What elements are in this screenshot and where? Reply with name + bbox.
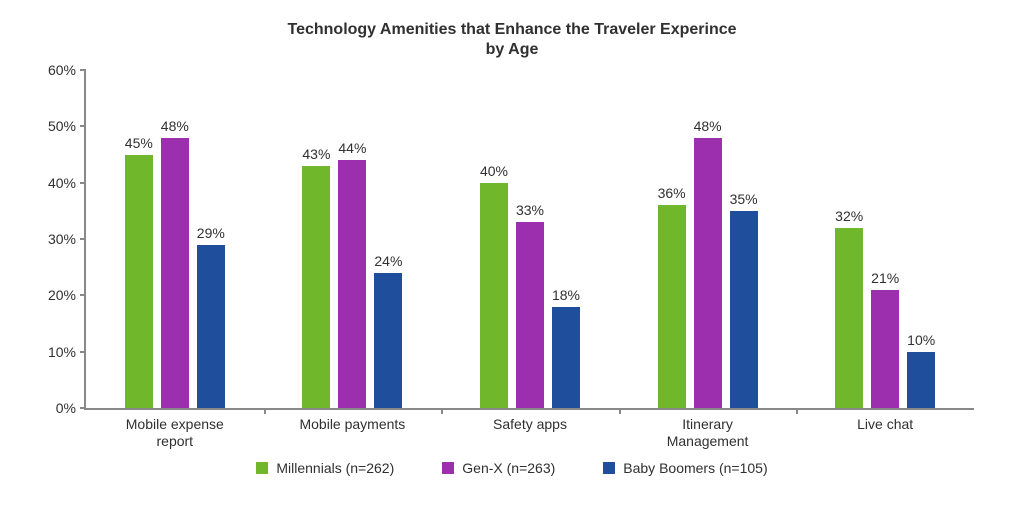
legend-label: Baby Boomers (n=105) [623,460,767,476]
bar-value-label: 35% [730,191,758,207]
bar-value-label: 40% [480,163,508,179]
bar-value-label: 48% [694,118,722,134]
bar: 35% [730,211,758,408]
bar: 48% [694,138,722,408]
x-tick [796,408,798,414]
legend-swatch [256,462,268,474]
bar: 40% [480,183,508,408]
bar-value-label: 32% [835,208,863,224]
bar-value-label: 24% [374,253,402,269]
bar: 18% [552,307,580,408]
bar-value-label: 33% [516,202,544,218]
bar: 10% [907,352,935,408]
category-label: Live chat [796,416,974,433]
legend-item: Baby Boomers (n=105) [603,460,767,476]
bar-group: 36%48%35%ItineraryManagement [619,70,797,408]
y-tick [80,294,86,296]
bar: 24% [374,273,402,408]
bar: 32% [835,228,863,408]
y-tick [80,125,86,127]
bar-value-label: 43% [302,146,330,162]
legend-item: Millennials (n=262) [256,460,394,476]
y-axis-label: 40% [48,175,76,191]
bar-group: 32%21%10%Live chat [796,70,974,408]
y-axis-label: 10% [48,344,76,360]
legend: Millennials (n=262) Gen-X (n=263) Baby Boo… [40,460,984,476]
legend-swatch [603,462,615,474]
y-tick [80,182,86,184]
chart-container: Technology Amenities that Enhance the Tr… [0,0,1024,520]
bar-group: 45%48%29%Mobile expensereport [86,70,264,408]
category-label: Safety apps [441,416,619,433]
bar: 48% [161,138,189,408]
bar: 33% [516,222,544,408]
y-axis-label: 0% [56,400,76,416]
bar: 29% [197,245,225,408]
bar: 36% [658,205,686,408]
y-axis-label: 30% [48,231,76,247]
bar: 21% [871,290,899,408]
y-tick [80,407,86,409]
y-axis-label: 50% [48,118,76,134]
y-tick [80,238,86,240]
legend-label: Millennials (n=262) [276,460,394,476]
plot-area: 45%48%29%Mobile expensereport43%44%24%Mo… [84,70,974,410]
bar-group: 43%44%24%Mobile payments [264,70,442,408]
x-tick [441,408,443,414]
x-tick [264,408,266,414]
chart-title: Technology Amenities that Enhance the Tr… [40,20,984,60]
bar-value-label: 18% [552,287,580,303]
bar-group: 40%33%18%Safety apps [441,70,619,408]
bar-value-label: 10% [907,332,935,348]
chart-title-line2: by Age [486,41,539,58]
legend-item: Gen-X (n=263) [442,460,555,476]
bar: 44% [338,160,366,408]
y-tick [80,351,86,353]
bar: 43% [302,166,330,408]
category-label: ItineraryManagement [619,416,797,450]
x-tick [619,408,621,414]
bar-value-label: 44% [338,140,366,156]
bar-value-label: 45% [125,135,153,151]
y-axis-label: 60% [48,62,76,78]
legend-swatch [442,462,454,474]
legend-label: Gen-X (n=263) [462,460,555,476]
bar-groups: 45%48%29%Mobile expensereport43%44%24%Mo… [86,70,974,408]
y-axis-label: 20% [48,287,76,303]
bar-value-label: 36% [658,185,686,201]
bar: 45% [125,155,153,409]
bar-value-label: 48% [161,118,189,134]
chart-title-line1: Technology Amenities that Enhance the Tr… [287,21,736,38]
category-label: Mobile payments [264,416,442,433]
y-tick [80,69,86,71]
category-label: Mobile expensereport [86,416,264,450]
bar-value-label: 21% [871,270,899,286]
bar-value-label: 29% [197,225,225,241]
